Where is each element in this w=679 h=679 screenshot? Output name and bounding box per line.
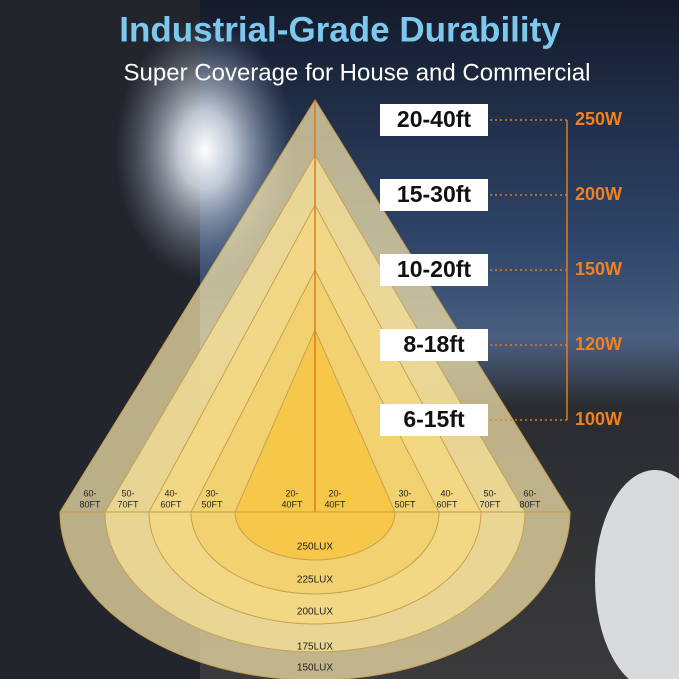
height-box (380, 104, 488, 136)
width-label: 70FT (117, 499, 139, 509)
width-label: 40FT (324, 499, 346, 509)
height-box (380, 329, 488, 361)
wattage-label: 150W (575, 259, 622, 279)
height-label: 15-30ft (397, 181, 471, 207)
lux-label: 250LUX (297, 542, 333, 553)
wattage-label: 250W (575, 109, 622, 129)
height-label: 8-18ft (403, 331, 465, 357)
width-label: 30- (205, 488, 218, 498)
lux-label: 150LUX (297, 663, 333, 674)
wattage-label: 200W (575, 184, 622, 204)
width-label: 40- (164, 488, 177, 498)
width-label: 70FT (479, 499, 501, 509)
width-label: 50- (121, 488, 134, 498)
width-label: 50- (483, 488, 496, 498)
labels: 20-40ft 250W 15-30ft 200W 10-20ft 150W 8-18ft 1… (79, 104, 622, 674)
height-label: 6-15ft (403, 406, 465, 432)
width-label: 20- (285, 488, 298, 498)
height-box (380, 179, 488, 211)
width-label: 60FT (160, 499, 182, 509)
title: Industrial-Grade Durability (119, 10, 561, 49)
width-label: 60- (83, 488, 96, 498)
width-label: 40- (440, 488, 453, 498)
width-label: 20- (328, 488, 341, 498)
width-label: 80FT (79, 499, 101, 509)
lux-label: 225LUX (297, 575, 333, 586)
wattage-label: 100W (575, 409, 622, 429)
wattage-label: 120W (575, 334, 622, 354)
height-box (380, 254, 488, 286)
width-label: 60FT (436, 499, 458, 509)
width-label: 50FT (394, 499, 416, 509)
height-label: 20-40ft (397, 106, 471, 132)
height-label: 10-20ft (397, 256, 471, 282)
lux-label: 200LUX (297, 607, 333, 618)
width-label: 50FT (201, 499, 223, 509)
width-label: 30- (398, 488, 411, 498)
lux-label: 175LUX (297, 642, 333, 653)
width-label: 40FT (281, 499, 303, 509)
height-box (380, 404, 488, 436)
width-label: 80FT (519, 499, 541, 509)
car (595, 470, 679, 679)
width-label: 60- (523, 488, 536, 498)
subtitle: Super Coverage for House and Commercial (124, 59, 591, 86)
